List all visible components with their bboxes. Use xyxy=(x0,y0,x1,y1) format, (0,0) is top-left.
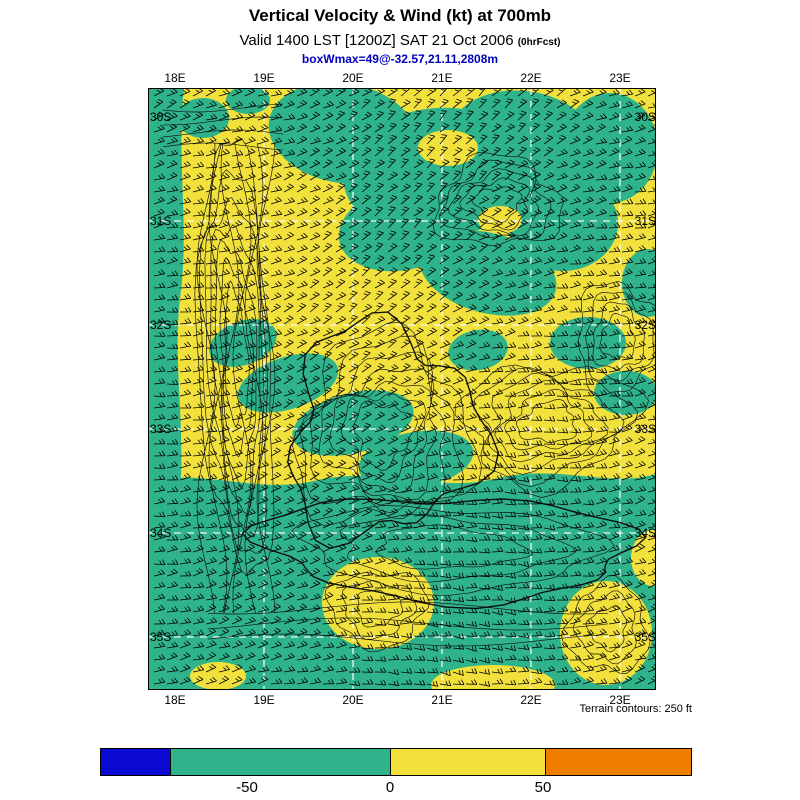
colorbar xyxy=(100,748,692,776)
colorbar-segment-negative xyxy=(171,749,391,775)
lat-label-right-33S: 33S xyxy=(634,422,656,436)
lon-label-top-19E: 19E xyxy=(253,71,275,85)
colorbar-segment-strong-negative xyxy=(101,749,171,775)
colorbar-tick-50: 50 xyxy=(534,779,552,796)
lat-label-left-30S: 30S xyxy=(150,110,172,124)
lon-label-top-22E: 22E xyxy=(520,71,542,85)
plot-valid-time: Valid 1400 LST [1200Z] SAT 21 Oct 2006 (… xyxy=(0,32,800,49)
forecast-hour-note: (0hrFcst) xyxy=(517,37,561,48)
plot-title: Vertical Velocity & Wind (kt) at 700mb xyxy=(248,6,552,25)
lat-label-right-30S: 30S xyxy=(634,110,656,124)
map-plot xyxy=(148,82,675,705)
lat-label-right-35S: 35S xyxy=(634,630,656,644)
lon-label-bottom-19E: 19E xyxy=(253,693,275,707)
terrain-note: Terrain contours: 250 ft xyxy=(579,703,692,715)
lon-label-bottom-22E: 22E xyxy=(520,693,542,707)
colorbar-segment-strong-positive xyxy=(546,749,691,775)
lat-label-left-32S: 32S xyxy=(150,318,172,332)
colorbar-segment-positive xyxy=(391,749,546,775)
lon-label-top-18E: 18E xyxy=(164,71,186,85)
valid-time-text: Valid 1400 LST [1200Z] SAT 21 Oct 2006 xyxy=(239,32,514,49)
lon-label-bottom-23E: 23E xyxy=(609,693,631,707)
lat-label-left-33S: 33S xyxy=(150,422,172,436)
lon-label-top-23E: 23E xyxy=(609,71,631,85)
lat-label-right-34S: 34S xyxy=(634,526,656,540)
lon-label-bottom-21E: 21E xyxy=(431,693,453,707)
lon-label-top-21E: 21E xyxy=(431,71,453,85)
lon-label-top-20E: 20E xyxy=(342,71,364,85)
lat-label-left-35S: 35S xyxy=(150,630,172,644)
colorbar-tick-0: 0 xyxy=(385,779,395,796)
lat-label-left-34S: 34S xyxy=(150,526,172,540)
colorbar-tick--50: -50 xyxy=(236,779,258,796)
lat-label-left-31S: 31S xyxy=(150,214,172,228)
map-plot-svg xyxy=(148,82,675,705)
wmax-annotation: boxWmax=49@-32.57,21.11,2808m xyxy=(301,52,499,66)
lon-label-bottom-18E: 18E xyxy=(164,693,186,707)
lon-label-bottom-20E: 20E xyxy=(342,693,364,707)
lat-label-right-32S: 32S xyxy=(634,318,656,332)
lat-label-right-31S: 31S xyxy=(634,214,656,228)
